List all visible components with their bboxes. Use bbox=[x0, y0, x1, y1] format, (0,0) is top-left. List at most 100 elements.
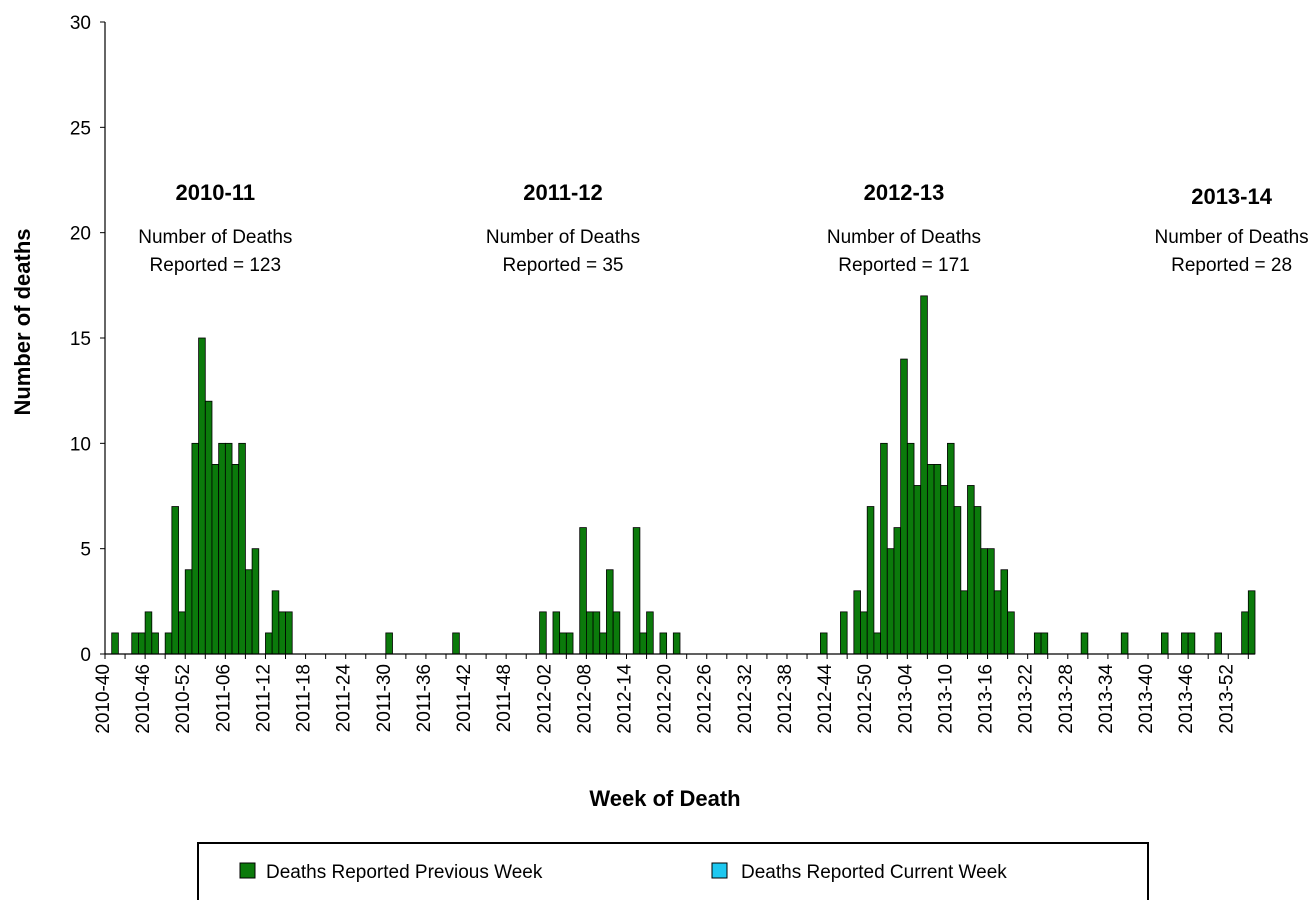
bar-previous-week-2012-05 bbox=[565, 632, 574, 655]
bar-previous-week-2013-42 bbox=[1161, 632, 1169, 655]
bar-previous-week-2013-03 bbox=[900, 358, 908, 655]
season-title-2011-12: 2011-12 bbox=[523, 180, 603, 205]
bar-previous-week-2010-45 bbox=[138, 632, 146, 655]
x-tick-label: 2011-12 bbox=[253, 664, 274, 732]
bar-previous-week-2011-03 bbox=[204, 400, 213, 655]
bar-previous-week-2012-11 bbox=[606, 569, 614, 655]
bar-previous-week-2011-04 bbox=[211, 463, 220, 655]
x-tick-label: 2012-02 bbox=[534, 664, 555, 734]
legend-label-previous: Deaths Reported Previous Week bbox=[266, 862, 543, 883]
season-note-line1: Number of Deaths bbox=[486, 227, 640, 248]
legend-swatch-current bbox=[711, 862, 728, 879]
bar-previous-week-2012-16 bbox=[639, 632, 647, 655]
bar-previous-week-2012-48 bbox=[853, 590, 861, 655]
bar-previous-week-2013-36 bbox=[1120, 632, 1129, 655]
bar-previous-week-2012-01 bbox=[539, 611, 547, 655]
season-title-2013-14: 2013-14 bbox=[1191, 184, 1273, 209]
bar-previous-week-2013-15 bbox=[980, 548, 988, 655]
bar-previous-week-2012-49 bbox=[860, 611, 868, 655]
x-tick-label: 2013-22 bbox=[1016, 664, 1037, 734]
bar-previous-week-2010-41 bbox=[111, 632, 119, 655]
legend-swatch-previous bbox=[239, 862, 256, 879]
bar-previous-week-2013-12 bbox=[960, 590, 968, 655]
bar-previous-week-2012-52 bbox=[880, 442, 888, 655]
x-tick-label: 2012-44 bbox=[815, 664, 836, 734]
bar-previous-week-2013-17 bbox=[993, 590, 1002, 655]
bar-previous-week-2011-07 bbox=[231, 463, 240, 655]
bar-previous-week-2010-50 bbox=[171, 506, 179, 655]
bar-previous-week-2010-47 bbox=[151, 632, 159, 655]
bar-previous-week-2012-43 bbox=[820, 632, 828, 655]
bar-previous-week-2012-19 bbox=[659, 632, 668, 655]
season-annotations: 2010-11 Number of Deaths Reported = 123 201… bbox=[138, 180, 1308, 276]
bar-previous-week-2013-04 bbox=[906, 442, 915, 655]
x-tick-label: 2013-46 bbox=[1176, 664, 1197, 734]
x-tick-label: 2010-40 bbox=[93, 664, 114, 734]
bar-previous-week-2013-08 bbox=[933, 463, 942, 655]
bar-previous-week-2011-10 bbox=[251, 548, 260, 655]
bar-previous-week-2012-17 bbox=[646, 611, 654, 655]
bar-previous-week-2013-30 bbox=[1080, 632, 1089, 655]
x-axis-title: Week of Death bbox=[589, 786, 740, 811]
bar-previous-week-2013-11 bbox=[953, 506, 962, 655]
bar-previous-week-2011-01 bbox=[191, 442, 200, 655]
bar-previous-week-2012-21 bbox=[672, 632, 681, 655]
bar-previous-week-2013-46 bbox=[1187, 632, 1196, 655]
y-tick-label: 20 bbox=[70, 224, 91, 245]
bar-previous-week-2012-08 bbox=[586, 611, 594, 655]
bar-previous-week-2010-44 bbox=[131, 632, 139, 655]
bars-group bbox=[111, 295, 1256, 655]
bar-previous-week-2013-02 bbox=[893, 527, 902, 655]
bar-previous-week-2012-09 bbox=[592, 611, 601, 655]
x-tick-label: 2012-26 bbox=[695, 664, 716, 734]
bar-previous-week-2011-12 bbox=[265, 632, 273, 655]
bar-previous-week-2010-49 bbox=[164, 632, 173, 655]
bar-previous-week-2012-10 bbox=[599, 632, 607, 655]
bar-previous-week-2012-46 bbox=[840, 611, 848, 655]
x-tick-label: 2012-14 bbox=[615, 664, 636, 734]
season-note-line1: Number of Deaths bbox=[827, 227, 981, 248]
bar-previous-week-2012-15 bbox=[632, 527, 641, 655]
x-tick-label: 2010-46 bbox=[133, 664, 154, 734]
y-tick-label: 25 bbox=[70, 118, 91, 139]
bar-previous-week-2011-15 bbox=[285, 611, 293, 655]
bar-previous-week-2013-09 bbox=[940, 485, 948, 655]
bar-previous-week-2012-12 bbox=[612, 611, 621, 655]
x-tick-label: 2013-04 bbox=[895, 664, 916, 734]
season-note-line1: Number of Deaths bbox=[1155, 227, 1309, 248]
legend: Deaths Reported Previous Week Deaths Rep… bbox=[197, 842, 1149, 900]
x-tick-label: 2013-52 bbox=[1216, 664, 1237, 734]
x-tick-label: 2011-24 bbox=[334, 664, 355, 733]
x-tick-label: 2012-32 bbox=[735, 664, 756, 734]
bar-previous-week-2013-19 bbox=[1007, 611, 1015, 655]
bar-previous-week-2013-18 bbox=[1000, 569, 1009, 655]
axes-group bbox=[104, 22, 1255, 655]
bar-previous-week-2014-02 bbox=[1241, 611, 1249, 655]
bar-previous-week-2013-23 bbox=[1033, 632, 1042, 655]
bar-previous-week-2014-03 bbox=[1247, 590, 1256, 655]
bar-previous-week-2011-06 bbox=[224, 442, 233, 655]
bar-previous-week-2013-05 bbox=[913, 485, 922, 655]
y-tick-label: 0 bbox=[80, 645, 91, 666]
x-tick-label: 2010-52 bbox=[173, 664, 194, 734]
bar-previous-week-2013-07 bbox=[926, 463, 935, 655]
y-tick-label: 10 bbox=[70, 434, 91, 455]
bar-previous-week-2010-52 bbox=[184, 569, 193, 655]
x-tick-label: 2011-30 bbox=[374, 664, 395, 732]
bar-previous-week-2011-40 bbox=[452, 632, 460, 655]
season-title-2012-13: 2012-13 bbox=[864, 180, 945, 205]
y-tick-label: 5 bbox=[80, 540, 91, 561]
x-tick-label: 2012-38 bbox=[775, 664, 796, 734]
bar-previous-week-2011-09 bbox=[245, 569, 253, 655]
bar-previous-week-2012-04 bbox=[559, 632, 567, 655]
bar-previous-week-2011-30 bbox=[385, 632, 393, 655]
bar-previous-week-2013-16 bbox=[987, 548, 995, 655]
bar-previous-week-2013-14 bbox=[973, 506, 982, 655]
x-tick-label: 2013-40 bbox=[1136, 664, 1157, 734]
season-note-line2: Reported = 123 bbox=[150, 255, 282, 276]
season-note-line1: Number of Deaths bbox=[138, 227, 292, 248]
bar-previous-week-2013-06 bbox=[920, 295, 928, 655]
x-tick-label: 2013-10 bbox=[935, 664, 956, 734]
bar-previous-week-2012-51 bbox=[873, 632, 881, 655]
